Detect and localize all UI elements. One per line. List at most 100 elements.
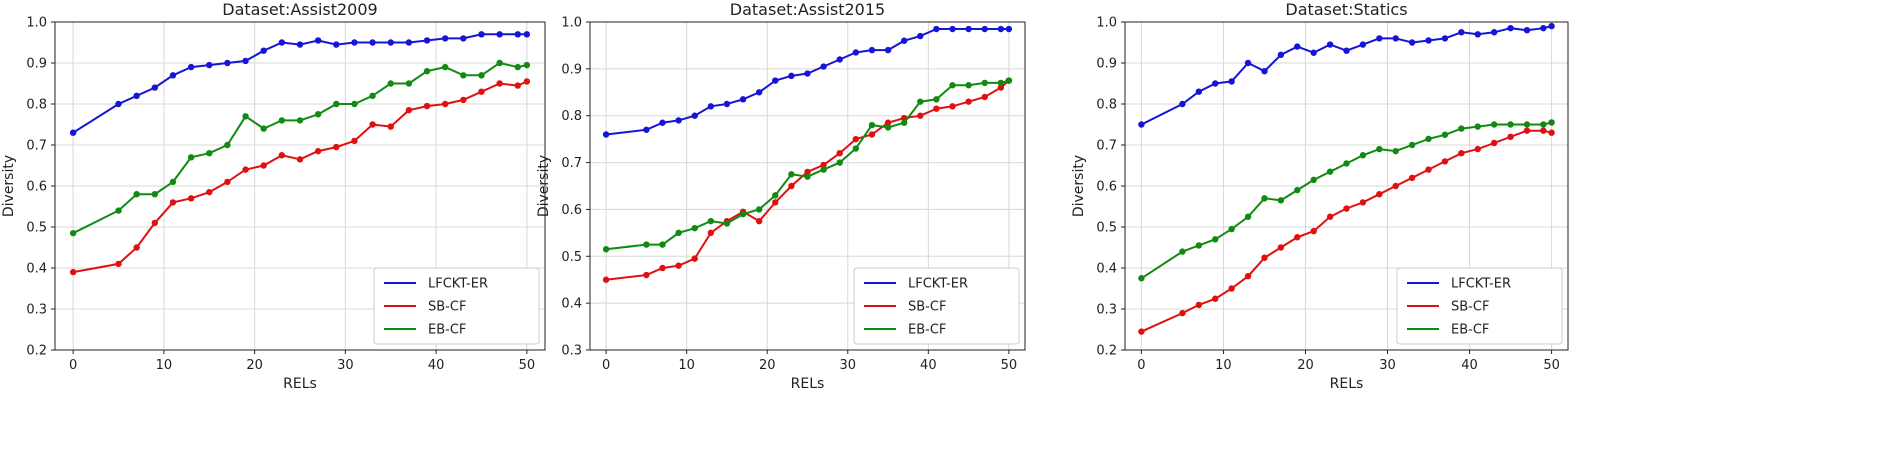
series-eb-cf	[1138, 119, 1555, 282]
data-point	[242, 113, 249, 120]
data-point	[1359, 199, 1367, 206]
data-point	[523, 31, 531, 38]
data-point	[1392, 35, 1399, 42]
data-point	[460, 35, 467, 42]
data-point	[1490, 29, 1498, 36]
data-point	[981, 25, 988, 33]
data-point	[351, 137, 358, 145]
data-point	[278, 39, 286, 46]
data-point	[1195, 88, 1203, 95]
data-point	[691, 255, 698, 262]
data-point	[1310, 49, 1317, 56]
data-point	[369, 92, 376, 100]
y-tick-label: 1.0	[561, 16, 582, 31]
legend-box	[853, 267, 1020, 345]
data-point	[1458, 150, 1465, 157]
y-tick-label: 0.8	[561, 109, 582, 124]
data-point	[441, 100, 449, 108]
x-tick-label: 10	[156, 358, 173, 373]
data-point	[965, 82, 972, 89]
data-point	[788, 72, 795, 80]
data-point	[224, 59, 231, 67]
series-line	[1140, 25, 1552, 126]
data-point	[852, 135, 860, 143]
data-point	[369, 121, 376, 128]
data-point	[1326, 168, 1334, 175]
data-point	[868, 131, 876, 138]
legend-label: LFCKT-ER	[908, 277, 968, 292]
data-point	[1294, 186, 1301, 194]
data-point	[723, 220, 731, 227]
data-point	[675, 262, 682, 269]
series-sb-cf	[1138, 127, 1555, 335]
data-point	[1474, 145, 1481, 153]
data-point	[1548, 129, 1555, 136]
legend-box	[373, 267, 540, 345]
data-point	[1523, 121, 1531, 128]
x-tick-label: 40	[1461, 358, 1478, 373]
series-lfckt-er	[602, 25, 1013, 138]
data-point	[423, 37, 431, 44]
y-tick-label: 0.4	[26, 262, 47, 277]
legend-label: LFCKT-ER	[428, 277, 488, 292]
data-point	[1441, 131, 1449, 138]
data-point	[1507, 121, 1514, 128]
data-point	[1343, 160, 1350, 167]
data-point	[772, 77, 779, 84]
data-point	[514, 31, 521, 38]
data-point	[755, 206, 763, 213]
data-point	[260, 125, 267, 132]
data-point	[1376, 35, 1383, 42]
data-point	[333, 143, 340, 151]
legend-label: EB-CF	[1451, 323, 1489, 338]
data-point	[804, 168, 811, 176]
data-point	[351, 100, 358, 108]
chart-panel-1: 0 10 20 30 40 50 0.2 0.3 0.4 0.5 0.6 0.7 0.8 0.9 1.0 Da…	[1, 0, 546, 392]
data-point	[333, 100, 340, 108]
x-axis-label: RELs	[283, 376, 317, 392]
data-point	[997, 84, 1005, 91]
legend: LFCKT-ER SB-CF EB-CF	[1396, 267, 1563, 345]
data-point	[423, 68, 431, 75]
data-point	[659, 264, 666, 272]
data-point	[514, 63, 521, 71]
data-point	[772, 199, 779, 206]
data-point	[691, 224, 698, 232]
legend-label: LFCKT-ER	[1451, 277, 1511, 292]
data-point	[496, 31, 503, 38]
data-point	[707, 217, 715, 225]
data-point	[1261, 254, 1268, 261]
data-point	[1228, 225, 1235, 233]
y-tick-label: 0.5	[561, 250, 582, 265]
data-point	[1425, 37, 1432, 44]
data-point	[820, 166, 827, 173]
series-lfckt-er	[1138, 22, 1555, 128]
data-point	[917, 98, 924, 105]
data-point	[1490, 139, 1498, 147]
data-point	[387, 123, 394, 130]
x-tick-label: 10	[678, 358, 695, 373]
data-point	[1376, 191, 1383, 198]
data-point	[387, 39, 394, 46]
data-point	[675, 117, 682, 124]
data-point	[997, 25, 1005, 33]
data-point	[1212, 236, 1219, 243]
data-point	[1326, 41, 1334, 48]
data-point	[1408, 141, 1416, 149]
data-point	[917, 112, 924, 119]
data-point	[965, 25, 972, 33]
x-tick-label: 50	[1543, 358, 1560, 373]
data-point	[949, 103, 956, 110]
data-point	[1244, 213, 1252, 220]
plot-frame	[589, 21, 1026, 351]
data-point	[1540, 127, 1547, 134]
data-point	[1138, 328, 1145, 335]
series-line	[1140, 121, 1552, 280]
data-point	[224, 141, 231, 149]
data-point	[1261, 195, 1268, 202]
data-point	[405, 106, 413, 114]
data-point	[314, 147, 322, 155]
data-point	[478, 31, 485, 38]
data-point	[900, 37, 908, 44]
